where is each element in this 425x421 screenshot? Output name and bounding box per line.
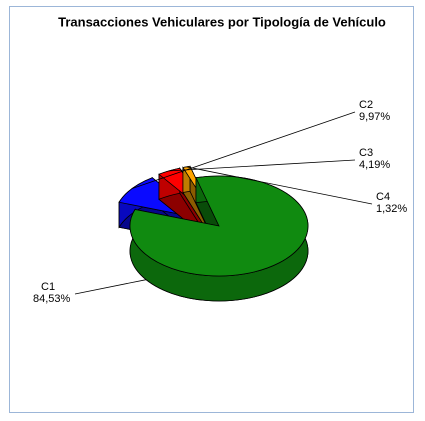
pie xyxy=(118,165,309,302)
slice-value-label: 4,19% xyxy=(359,159,390,171)
leader-line xyxy=(168,159,356,172)
slice-value-label: 1,32% xyxy=(376,203,407,215)
chart-title: Transacciones Vehiculares por Tipología … xyxy=(58,14,386,29)
slice-label: C1 xyxy=(41,281,55,293)
slice-value-label: 9,97% xyxy=(359,111,390,123)
leader-line xyxy=(132,111,356,189)
leader-line xyxy=(186,166,373,205)
slice-label: C2 xyxy=(359,99,373,111)
slice-label: C3 xyxy=(359,147,373,159)
slice-label: C4 xyxy=(376,191,390,203)
leader-line xyxy=(74,279,147,295)
slice-value-label: 84,53% xyxy=(33,293,71,305)
